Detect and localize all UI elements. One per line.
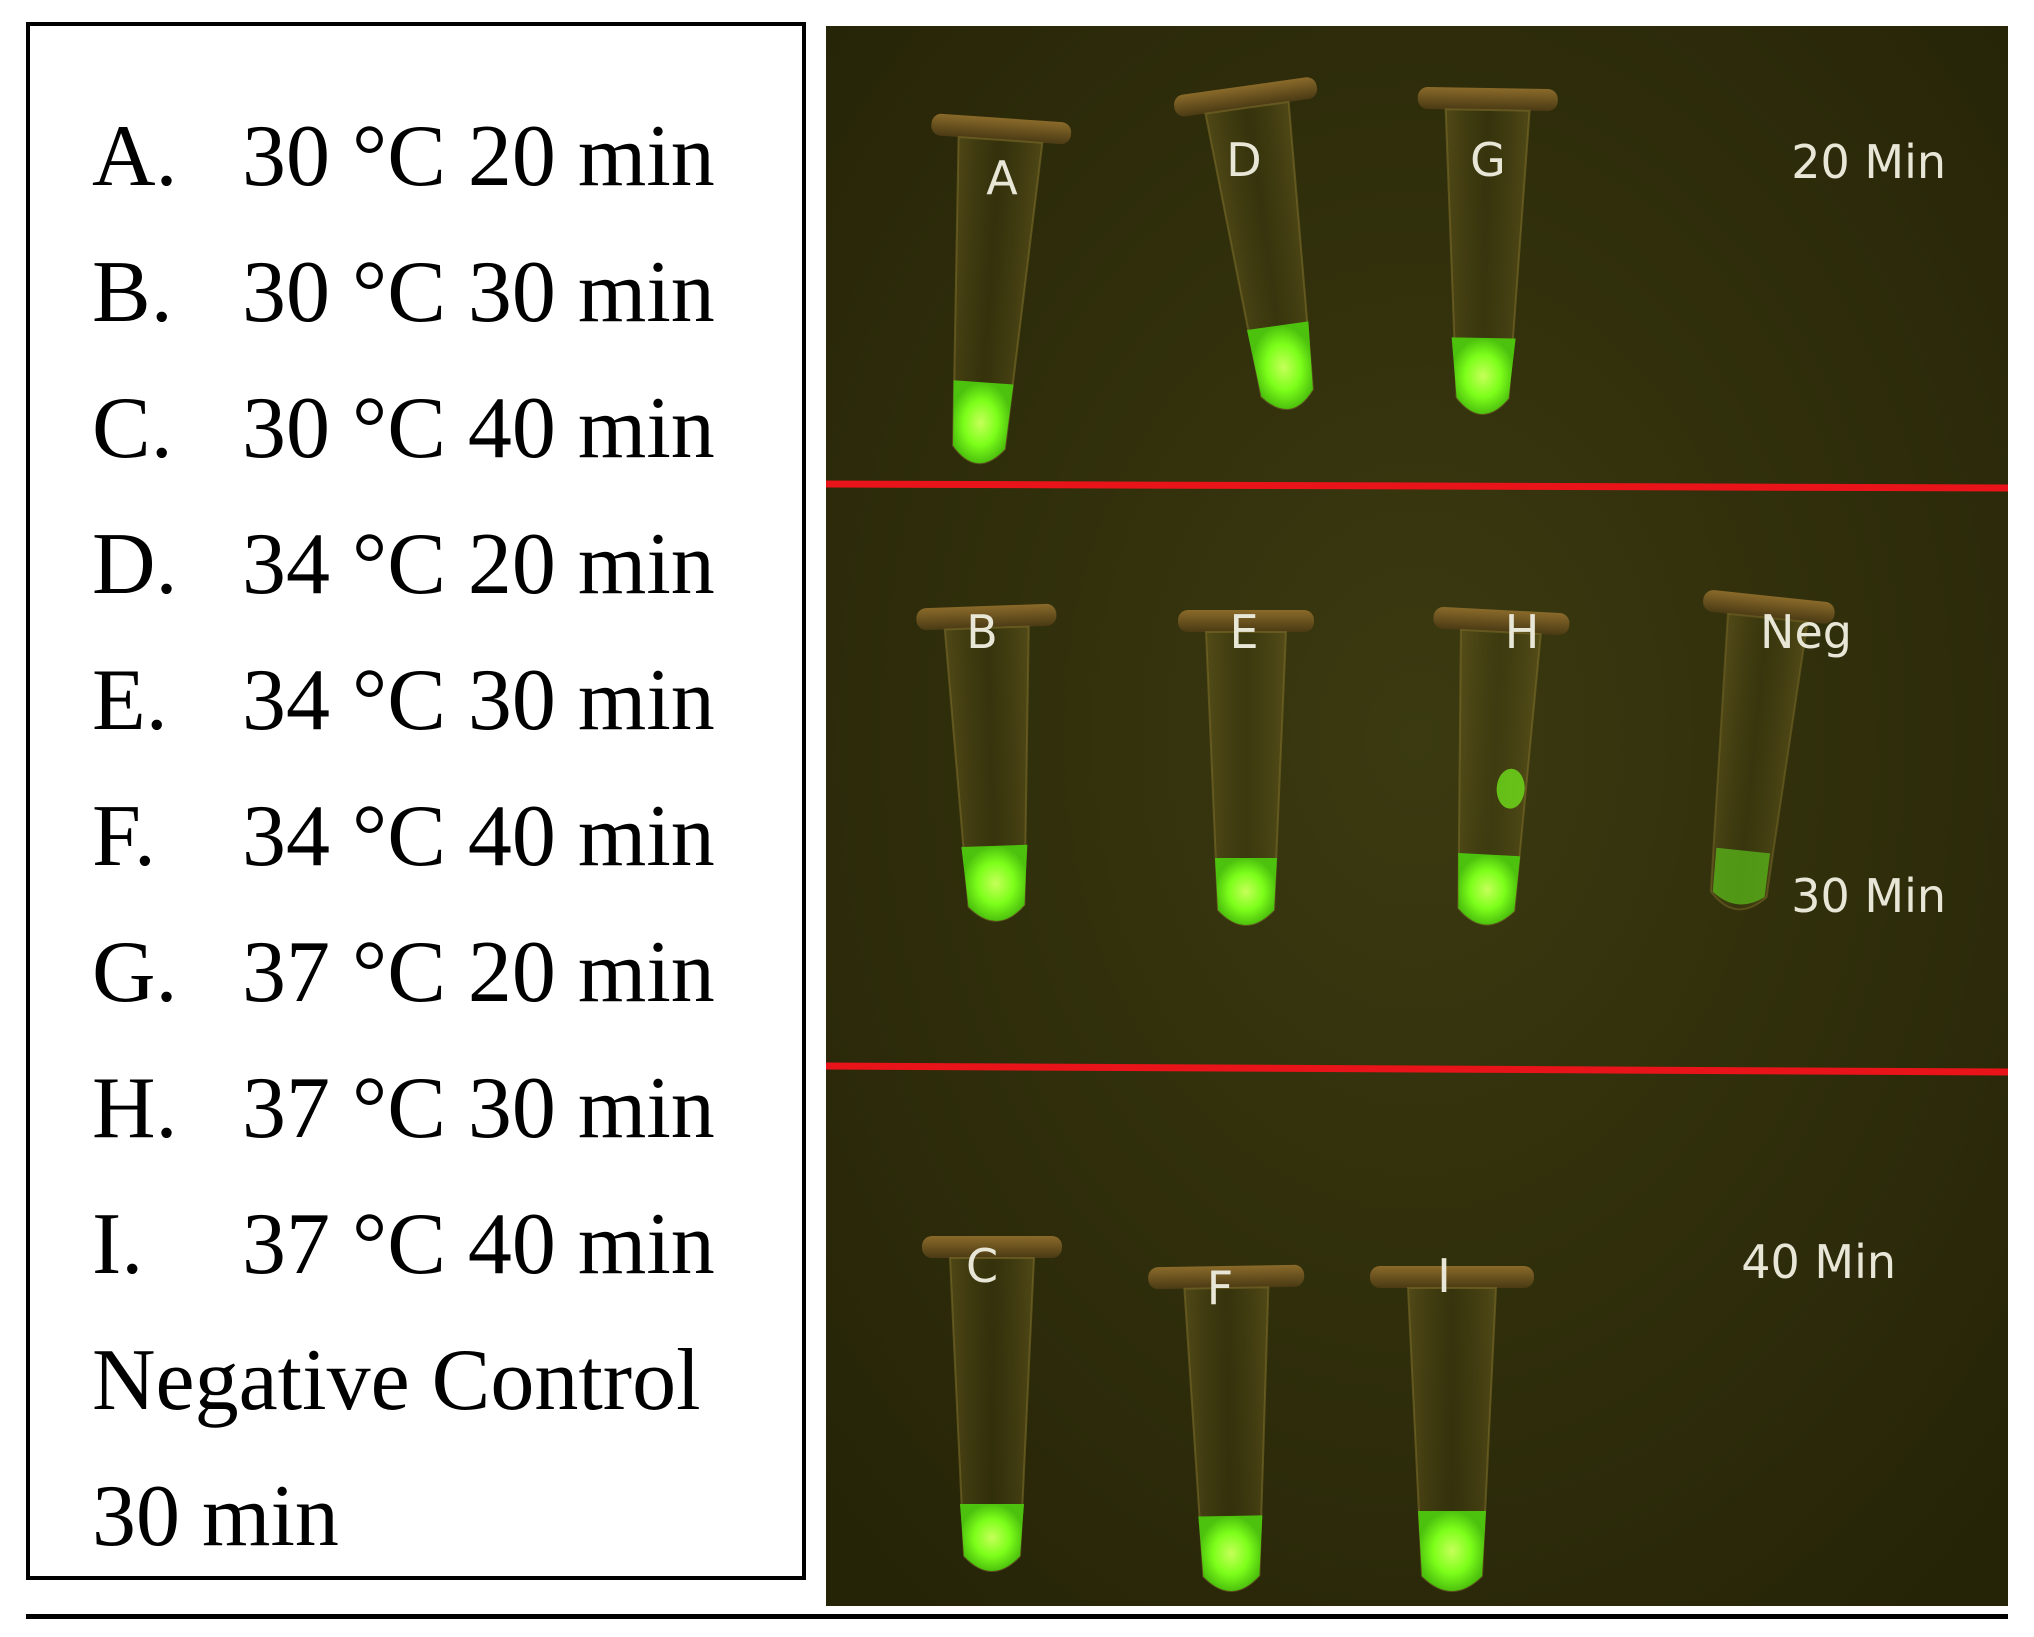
legend-row-h: H. 37 °C 30 min [92,1060,715,1157]
tube-c [922,1236,1062,1572]
tube-photo: A D G B E H Neg C F I 20 Min 30 Min 40 M… [826,26,2008,1606]
legend-row-i: I. 37 °C 40 min [92,1196,715,1293]
tube-g [1417,86,1558,415]
tube-label-h: H [1505,605,1540,659]
tube-label-i: I [1437,1249,1451,1303]
legend-row-e: E. 34 °C 30 min [92,652,715,749]
tube-label-f: F [1207,1261,1233,1315]
tube-label-a: A [986,151,1018,205]
tube-label-b: B [966,605,998,659]
tube-label-e: E [1229,605,1258,659]
legend-box: A. 30 °C 20 min B. 30 °C 30 min C. 30 °C 40… [26,22,806,1580]
row-label-20-min: 20 Min [1791,135,1946,189]
tube-h [1433,606,1570,926]
divider-line-top [826,480,2008,492]
tube-a [931,113,1072,465]
tube-label-g: G [1470,133,1506,187]
legend-row-c: C. 30 °C 40 min [92,380,715,477]
tube-e [1178,610,1314,926]
tube-f [1148,1264,1305,1592]
tube-i [1370,1266,1534,1592]
tube-label-c: C [966,1239,998,1293]
divider-line-bottom [826,1062,2008,1076]
legend-negative-time: 30 min [92,1468,339,1565]
tube-label-neg: Neg [1760,605,1852,659]
legend-row-g: G. 37 °C 20 min [92,924,715,1021]
row-label-30-min: 30 Min [1791,869,1946,923]
row-label-40-min: 40 Min [1741,1235,1896,1289]
legend-row-f: F. 34 °C 40 min [92,788,715,885]
tube-label-d: D [1226,133,1261,187]
legend-row-b: B. 30 °C 30 min [92,244,715,341]
legend-negative-control: Negative Control [92,1332,701,1429]
legend-row-d: D. 34 °C 20 min [92,516,715,613]
legend-row-a: A. 30 °C 20 min [92,108,715,205]
tube-d [1173,77,1318,411]
tube-b [916,603,1057,922]
tube-neg [1703,590,1835,911]
bottom-rule [26,1614,2008,1619]
